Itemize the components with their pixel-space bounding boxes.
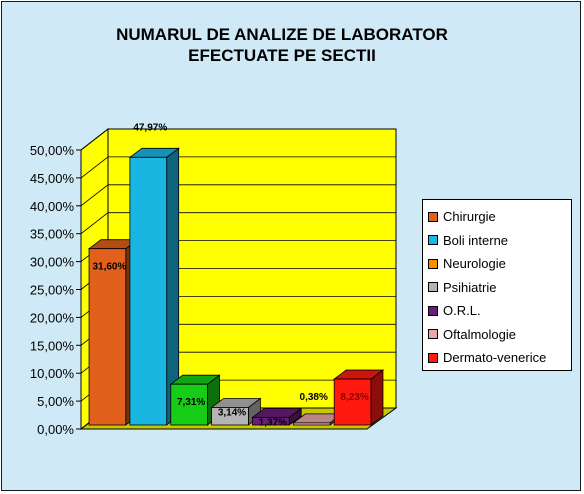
gridline	[80, 156, 396, 179]
y-tick-label: 0,00%	[37, 422, 74, 437]
bar	[129, 156, 168, 426]
y-tick-label: 35,00%	[30, 227, 75, 242]
y-tick-label: 15,00%	[30, 338, 75, 353]
bar	[333, 378, 372, 426]
gridline	[80, 128, 396, 151]
legend-label: Oftalmologie	[443, 326, 516, 342]
legend-item: Oftalmologie	[428, 323, 571, 347]
bar-side	[370, 369, 384, 426]
y-tick-label: 30,00%	[30, 255, 75, 270]
legend-swatch	[428, 235, 438, 246]
legend-swatch	[428, 329, 438, 340]
data-label: 31,60%	[92, 262, 126, 273]
legend-item: O.R.L.	[428, 299, 571, 323]
legend-label: Psihiatrie	[443, 279, 497, 295]
legend-label: Boli interne	[443, 232, 509, 248]
bar-chart-3d: 0,00% 5,00% 10,00% 15,00% 20,00% 25,00% 30,00%…	[30, 122, 398, 437]
legend-swatch	[428, 282, 438, 293]
legend: Chirurgie Boli interne Neurologie Psihiatri…	[422, 199, 572, 371]
y-tick-label: 45,00%	[30, 171, 75, 186]
legend-label: Neurologie	[443, 256, 506, 272]
legend-item: Psihiatrie	[428, 276, 571, 300]
legend-swatch	[428, 352, 438, 363]
bar	[211, 407, 249, 426]
bar	[252, 416, 290, 426]
gridline	[80, 212, 396, 235]
legend-label: Dermato-venerice	[443, 350, 547, 366]
y-tick-label: 50,00%	[30, 143, 75, 158]
y-tick-label: 25,00%	[30, 283, 75, 298]
y-tick-label: 10,00%	[30, 366, 75, 381]
bar	[292, 422, 331, 426]
legend-item: Boli interne	[428, 229, 571, 253]
y-tick-label: 20,00%	[30, 310, 75, 325]
legend-item: Chirurgie	[428, 205, 571, 229]
data-label: 8,23%	[340, 392, 368, 403]
data-label: 7,31%	[177, 397, 205, 408]
chart-title: NUMARUL DE ANALIZE DE LABORATOR EFECTUAT…	[62, 24, 502, 66]
data-label: 3,14%	[218, 407, 246, 418]
chart-title-line-2: EFECTUATE PE SECTII	[188, 46, 376, 65]
legend-label: Chirurgie	[443, 209, 496, 225]
y-tick-label: 40,00%	[30, 199, 75, 214]
gridline	[80, 184, 396, 207]
data-label: 1,37%	[259, 417, 287, 428]
data-label: 47,97%	[133, 122, 167, 133]
legend-item: Dermato-venerice	[428, 346, 571, 370]
bar	[88, 248, 127, 426]
legend-swatch	[428, 211, 438, 222]
y-tick-label: 5,00%	[37, 394, 74, 409]
legend-swatch	[428, 305, 438, 316]
legend-item: Neurologie	[428, 252, 571, 276]
legend-swatch	[428, 258, 438, 269]
chart-title-line-1: NUMARUL DE ANALIZE DE LABORATOR	[116, 25, 448, 44]
data-label: 0,38%	[300, 392, 328, 403]
bar	[170, 383, 208, 426]
legend-label: O.R.L.	[443, 303, 481, 319]
